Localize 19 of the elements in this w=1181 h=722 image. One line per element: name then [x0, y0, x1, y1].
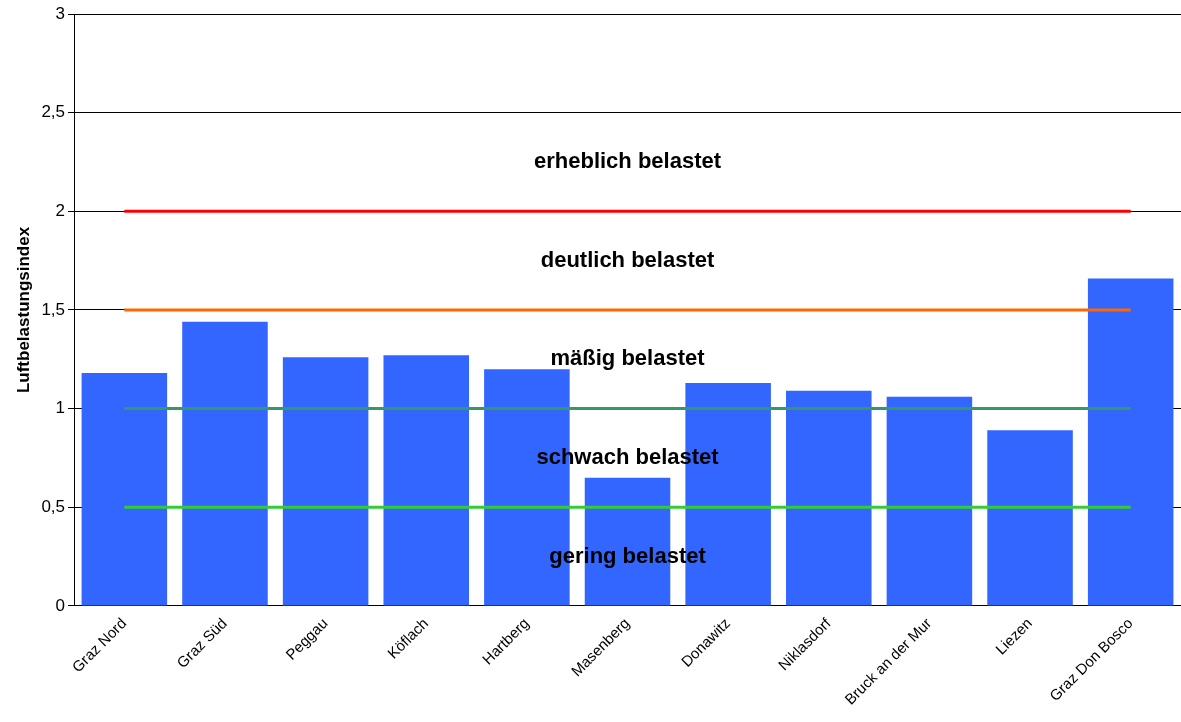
bar [81, 373, 168, 606]
annotation: deutlich belastet [540, 246, 715, 272]
bar [1087, 278, 1174, 606]
bar [383, 355, 470, 606]
annotation: mäßig belastet [550, 345, 706, 371]
y-tick-label: 0,5 [41, 496, 66, 516]
bar [786, 390, 872, 606]
y-tick-label: 2 [55, 201, 66, 220]
annotation: erheblich belastet [533, 148, 722, 174]
bar [182, 321, 268, 606]
y-tick-label: 1,5 [41, 299, 66, 319]
bar [987, 430, 1073, 606]
y-tick-label: 2,5 [41, 102, 66, 122]
bar [886, 396, 973, 606]
y-axis-title: Luftbelastungsindex [13, 226, 33, 394]
y-tick-label: 0 [55, 595, 66, 615]
y-tick-label: 1 [55, 398, 66, 418]
bar [282, 357, 369, 606]
y-tick-label: 3 [55, 3, 66, 23]
